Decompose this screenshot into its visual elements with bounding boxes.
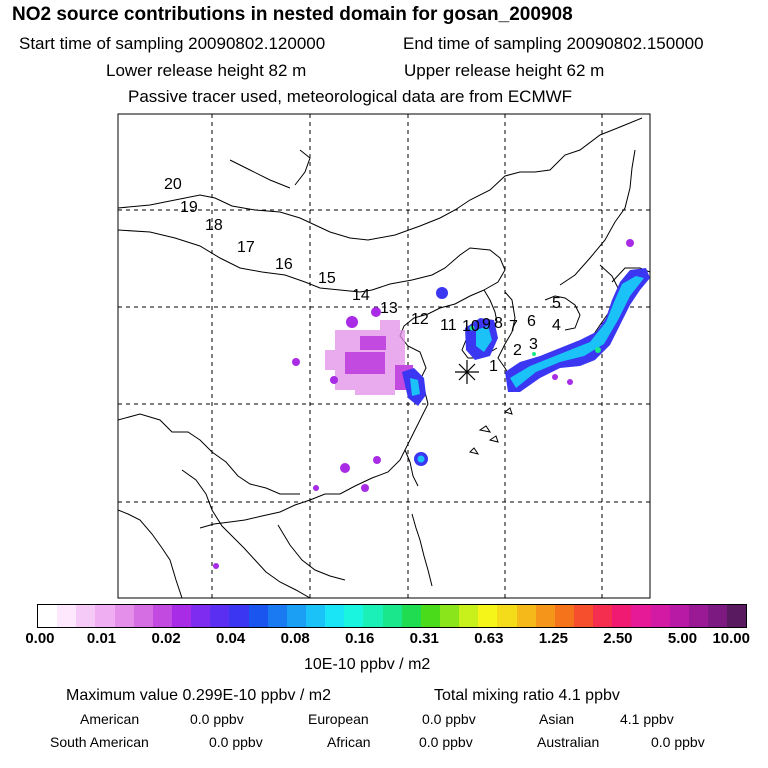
color-scale-swatch [363,605,383,627]
region-name: Australian [537,734,600,750]
map-gridlines [118,114,650,598]
traj-label: 2 [513,342,522,359]
traj-label: 16 [275,256,293,273]
color-scale-swatch [593,605,613,627]
total-mixing-ratio: Total mixing ratio 4.1 ppbv [434,687,620,704]
color-scale-swatch [344,605,364,627]
color-scale-swatch [612,605,632,627]
region-name: European [308,711,369,727]
traj-label: 4 [552,317,561,334]
color-scale-tick-label: 0.63 [474,630,504,647]
color-scale-swatch [152,605,172,627]
color-scale-swatch [707,605,728,627]
color-scale-swatch [478,605,498,627]
color-scale-swatch [573,605,594,627]
traj-label: 12 [411,311,429,328]
traj-label: 3 [529,336,538,353]
traj-label: 5 [552,295,561,312]
region-name: American [80,711,140,727]
color-scale-swatch [191,605,211,627]
region-value: 0.0 ppbv [422,711,476,727]
traj-label: 10 [462,318,480,335]
traj-label: 13 [380,300,398,317]
color-scale-swatch [286,605,306,627]
concentration-field [213,239,650,569]
traj-label: 7 [509,318,518,335]
color-scale-tick-label: 10.00 [712,630,751,647]
traj-label: 8 [494,315,503,332]
color-scale-swatch [631,605,651,627]
traj-label: 6 [527,313,536,330]
maximum-value: Maximum value 0.299E-10 ppbv / m2 [66,687,332,704]
color-scale-swatch [669,605,689,627]
traj-label: 20 [164,176,182,193]
color-scale-swatch [133,605,153,627]
color-scale-swatch [535,605,555,627]
color-scale-swatch [171,605,192,627]
color-scale-swatch [439,605,460,627]
region-name: South American [50,734,149,750]
color-scale-swatch [516,605,536,627]
region-value: 0.0 ppbv [651,734,705,750]
color-scale-tick-label: 0.02 [151,630,181,647]
map-panel: 1 2 3 4 5 6 7 8 9 10 11 12 13 14 15 16 1… [117,113,651,599]
color-scale-tick-label: 0.04 [216,630,246,647]
color-scale-ticks: 0.00 0.01 0.02 0.04 0.08 0.16 0.31 0.63 1.25 2.50… [0,630,768,650]
tracer-note: Passive tracer used, meteorological data… [128,87,573,106]
region-name: African [327,734,371,750]
traj-label: 17 [237,239,255,256]
color-scale-tick-label: 5.00 [667,630,698,647]
map-title: NO2 source contributions in nested domai… [12,4,573,25]
color-scale-swatch [305,605,326,627]
region-value: 0.0 ppbv [419,734,473,750]
color-scale-swatch [497,605,517,627]
color-scale-tick-label: 0.00 [25,630,55,647]
color-scale-swatch [420,605,440,627]
color-scale-swatch [382,605,402,627]
color-scale-unit: 10E-10 ppbv / m2 [304,656,431,673]
color-scale-swatch [76,605,96,627]
color-scale-swatch [554,605,574,627]
traj-label: 9 [482,316,491,333]
region-name: Asian [539,711,575,727]
color-scale-swatch [459,605,479,627]
upper-release-height: Upper release height 62 m [404,61,605,80]
color-scale-swatch [114,605,134,627]
color-scale-swatch [688,605,708,627]
color-scale-swatch [57,605,77,627]
traj-label: 18 [205,217,223,234]
color-scale-swatch [210,605,230,627]
color-scale-tick-label: 0.16 [345,630,375,647]
color-scale-swatch [95,605,115,627]
traj-label: 14 [352,287,370,304]
color-scale-swatch [325,605,345,627]
color-scale-swatch [267,605,287,627]
receptor-star-icon [455,360,479,384]
trajectory-labels: 1 2 3 4 5 6 7 8 9 10 11 12 13 14 15 16 1… [164,176,561,375]
traj-label: 19 [180,199,198,216]
islands [469,407,513,455]
traj-label: 11 [440,317,457,334]
color-scale-tick-label: 0.31 [409,630,439,647]
color-scale-swatch [38,605,58,627]
color-scale-swatch [401,605,421,627]
color-scale-tick-label: 2.50 [603,630,633,647]
color-scale-swatch [229,605,249,627]
region-value: 0.0 ppbv [190,711,244,727]
color-scale-swatch [650,605,670,627]
color-scale-bar [37,604,747,628]
lower-release-height: Lower release height 82 m [106,61,307,80]
traj-label: 15 [318,270,336,287]
color-scale-tick-label: 1.25 [538,630,568,647]
start-time: Start time of sampling 20090802.120000 [19,34,326,53]
color-scale-tick-label: 0.08 [280,630,310,647]
color-scale-swatch [727,605,747,627]
region-value: 0.0 ppbv [209,734,263,750]
region-value: 4.1 ppbv [620,711,674,727]
color-scale-swatch [248,605,268,627]
end-time: End time of sampling 20090802.150000 [403,34,704,53]
traj-label: 1 [489,358,498,375]
color-scale-tick-label: 0.01 [86,630,117,647]
